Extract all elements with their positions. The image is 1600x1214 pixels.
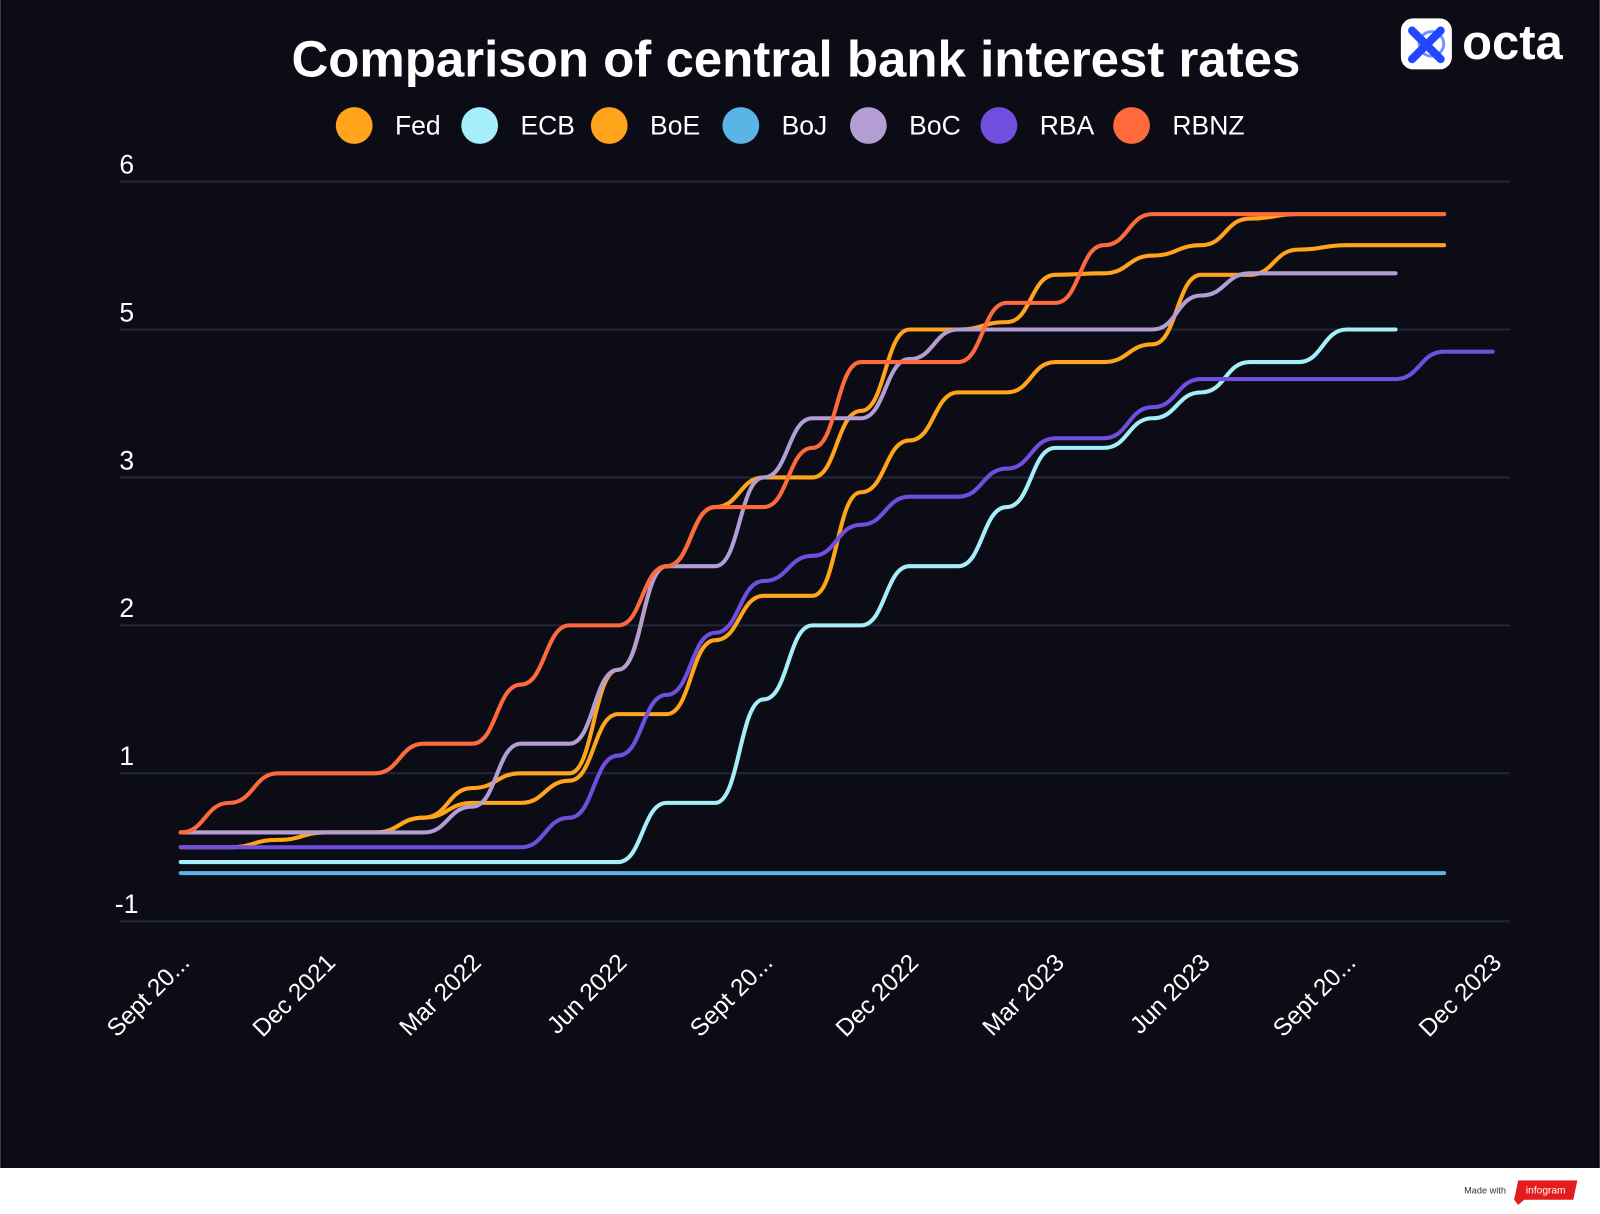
legend: Fed ECB BoE BoJ BoC RBA RBNZ	[335, 107, 1245, 144]
series-line	[178, 327, 1398, 865]
legend-swatch	[849, 107, 887, 144]
y-tick-label: 3	[119, 445, 134, 475]
series-line	[178, 271, 1398, 835]
y-tick-label: 2	[119, 593, 134, 623]
legend-label: RBA	[1040, 111, 1095, 141]
background	[0, 0, 1600, 1169]
legend-label: BoE	[650, 111, 700, 141]
footer-bar	[0, 1168, 1600, 1214]
legend-label: BoC	[909, 111, 961, 141]
legend-label: RBNZ	[1172, 111, 1244, 141]
legend-swatch	[980, 107, 1018, 144]
y-tick-label: 5	[119, 297, 134, 327]
logo: octa	[1400, 16, 1564, 70]
y-tick-label: 6	[119, 149, 134, 179]
infogram-text: infogram	[1526, 1186, 1566, 1197]
logo-ring	[1417, 30, 1446, 58]
series-line	[178, 212, 1447, 835]
legend-label: ECB	[520, 111, 575, 141]
legend-label: BoJ	[782, 111, 828, 141]
infogram-badge	[1514, 1180, 1578, 1205]
legend-swatch	[722, 107, 760, 144]
y-tick-label: 1	[119, 741, 134, 771]
legend-label: Fed	[395, 111, 441, 141]
chart-title: Comparison of central bank interest rate…	[291, 31, 1300, 88]
logo-text: octa	[1462, 16, 1563, 70]
series-line	[178, 243, 1447, 850]
legend-swatch	[461, 107, 499, 144]
y-tick-label: -1	[115, 889, 139, 919]
legend-swatch	[590, 107, 628, 144]
legend-swatch	[1113, 107, 1150, 144]
legend-swatch	[335, 107, 373, 144]
series-line	[178, 349, 1495, 850]
made-with: Made with	[1464, 1186, 1506, 1196]
